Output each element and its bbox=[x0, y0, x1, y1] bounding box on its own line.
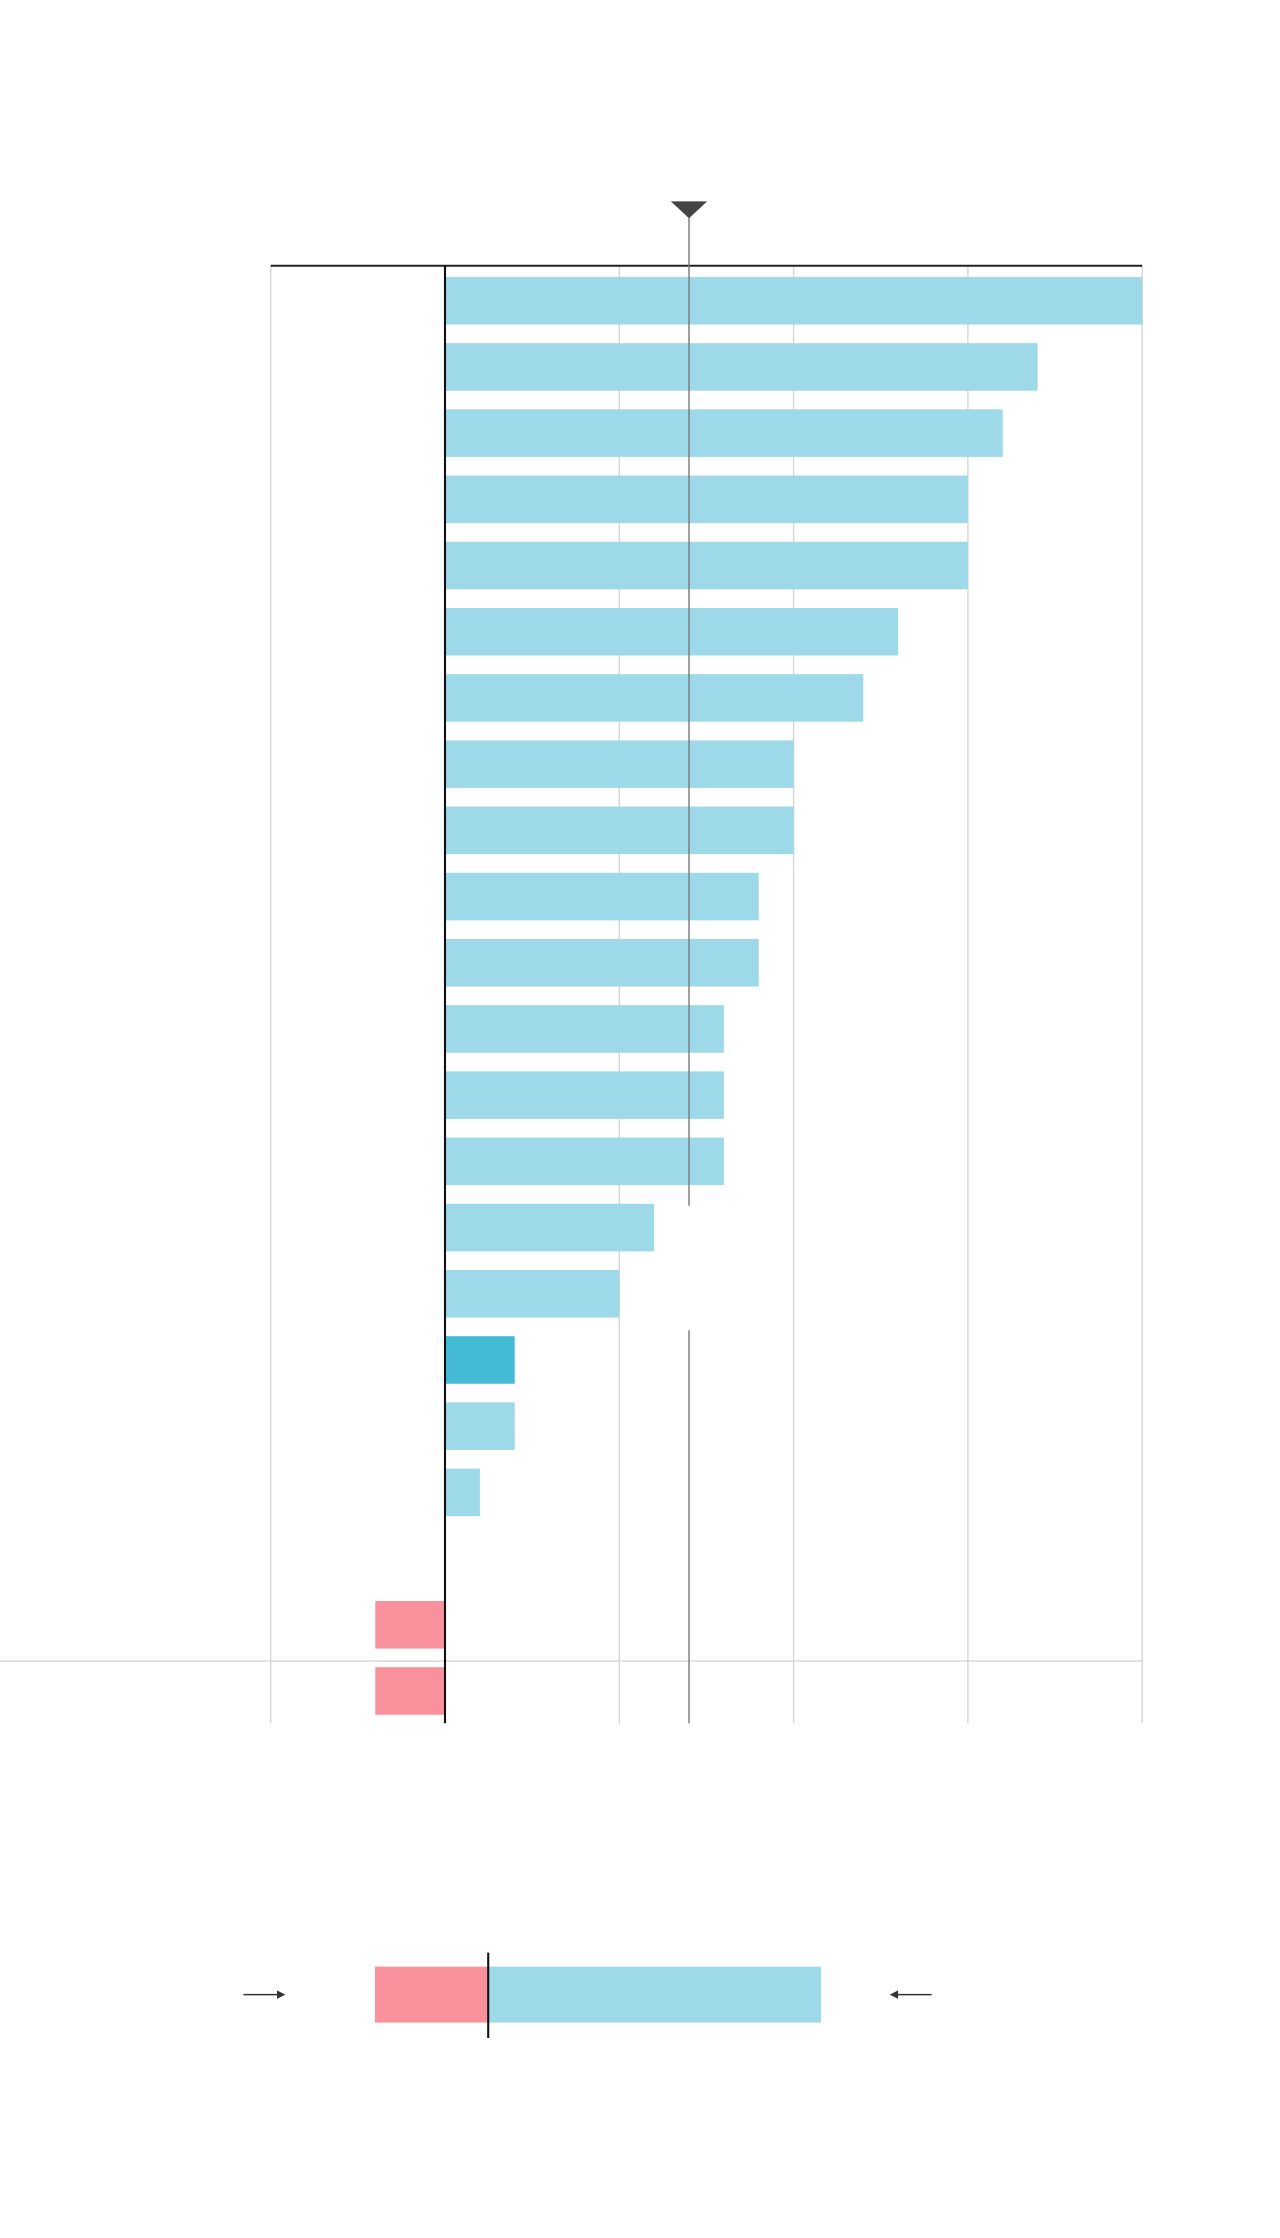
bar bbox=[444, 1137, 724, 1186]
bar bbox=[444, 1071, 724, 1119]
bar bbox=[444, 1402, 515, 1450]
bar bbox=[444, 276, 1143, 325]
bar bbox=[444, 1336, 515, 1384]
bar bbox=[444, 674, 864, 722]
bar bbox=[444, 607, 899, 656]
bar bbox=[444, 938, 759, 987]
bar bbox=[444, 409, 1003, 457]
plot bbox=[0, 201, 1143, 1724]
bar bbox=[444, 1269, 620, 1318]
bar bbox=[444, 475, 968, 524]
legend-arrow-head bbox=[889, 1990, 899, 1999]
bar bbox=[444, 806, 794, 855]
bar bbox=[375, 1601, 445, 1649]
bar bbox=[444, 872, 759, 921]
bar bbox=[444, 1468, 480, 1517]
legend-negative bbox=[374, 1966, 489, 2023]
bar bbox=[444, 1203, 655, 1252]
bar bbox=[444, 1005, 724, 1053]
legend bbox=[243, 1952, 932, 2038]
legend-positive bbox=[488, 1966, 822, 2023]
reference-marker bbox=[670, 201, 708, 219]
bar bbox=[444, 343, 1038, 391]
bar bbox=[375, 1667, 445, 1715]
legend-arrow-head bbox=[276, 1990, 286, 1999]
bar bbox=[444, 740, 794, 788]
bar bbox=[444, 541, 968, 590]
